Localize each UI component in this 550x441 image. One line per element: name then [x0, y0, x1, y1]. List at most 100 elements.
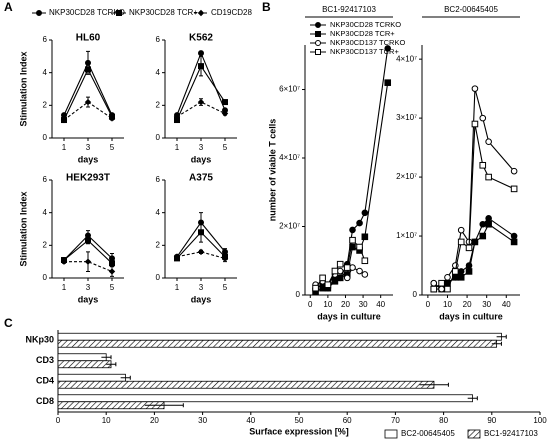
- marker: [349, 226, 356, 234]
- marker: [221, 110, 229, 117]
- marker: [108, 268, 116, 275]
- marker: [384, 79, 392, 86]
- legend-label: BC1-92417103: [484, 429, 538, 438]
- series-line: [315, 82, 389, 293]
- bar: [57, 394, 473, 403]
- x-tick-label: 70: [391, 416, 400, 425]
- y-axis-label: number of viable T cells: [267, 119, 277, 222]
- y-tick-label: 4: [43, 68, 48, 77]
- x-tick-label: 5: [223, 283, 228, 292]
- x-tick-label: 10: [443, 300, 452, 309]
- marker: [315, 31, 321, 37]
- x-tick-label: 30: [198, 416, 207, 425]
- panel-label: A: [4, 0, 13, 14]
- error-bar: [120, 375, 131, 380]
- marker: [109, 260, 115, 267]
- marker: [510, 167, 518, 175]
- y-tick-label: 4×10⁷: [279, 153, 300, 162]
- legend-swatch: [467, 429, 481, 439]
- marker: [319, 274, 326, 282]
- x-axis-label: days: [191, 294, 212, 304]
- y-tick-label: 6: [156, 175, 161, 184]
- marker: [198, 50, 204, 57]
- marker: [343, 264, 351, 271]
- error-bar: [144, 403, 184, 408]
- x-tick-label: 5: [110, 143, 115, 152]
- x-tick-label: 20: [463, 300, 472, 309]
- marker: [510, 185, 518, 193]
- x-tick-label: 0: [56, 416, 61, 425]
- marker: [479, 220, 487, 228]
- series-line: [433, 123, 515, 291]
- marker: [336, 267, 344, 275]
- x-tick-label: 1: [175, 143, 180, 152]
- marker: [510, 232, 518, 240]
- marker: [444, 285, 451, 293]
- y-tick-label: 6: [43, 35, 48, 44]
- subplot-title: BC1-92417103: [322, 5, 376, 14]
- x-tick-label: 20: [341, 300, 350, 309]
- marker: [479, 114, 487, 122]
- subplot-title: HEK293T: [66, 173, 110, 184]
- marker: [349, 264, 356, 271]
- subplot-title: HL60: [76, 33, 101, 44]
- x-tick-label: 5: [223, 143, 228, 152]
- x-tick-label: 30: [359, 300, 368, 309]
- panel-label: C: [4, 316, 13, 330]
- y-tick-label: 4×10⁷: [396, 54, 417, 63]
- marker: [384, 45, 392, 52]
- marker: [430, 279, 438, 287]
- x-axis-label: Surface expression [%]: [249, 426, 349, 436]
- series-line: [64, 261, 113, 272]
- marker: [84, 258, 92, 265]
- series-line: [176, 251, 226, 259]
- marker: [479, 161, 487, 169]
- bar: [57, 373, 126, 382]
- marker: [315, 40, 321, 46]
- x-tick-label: 40: [246, 416, 255, 425]
- bar: [57, 380, 435, 389]
- error-bar: [419, 382, 449, 387]
- y-tick-label: 6: [156, 35, 161, 44]
- marker: [457, 226, 465, 234]
- series-line: [63, 68, 113, 121]
- marker: [221, 255, 229, 262]
- x-tick-label: 80: [439, 416, 448, 425]
- y-tick-label: 2×10⁷: [279, 222, 300, 231]
- marker: [471, 85, 479, 92]
- marker: [85, 237, 91, 244]
- y-tick-label: CD4: [36, 376, 54, 386]
- series-line: [176, 101, 226, 118]
- marker: [173, 113, 181, 120]
- y-tick-label: 0: [296, 290, 301, 299]
- y-tick-label: 2: [43, 240, 48, 249]
- x-tick-label: 60: [343, 416, 352, 425]
- marker: [173, 253, 181, 260]
- y-tick-label: 2: [43, 100, 48, 109]
- marker: [438, 279, 445, 287]
- panel-label: B: [262, 0, 271, 14]
- marker: [343, 274, 351, 282]
- marker: [356, 267, 363, 275]
- marker: [319, 284, 326, 292]
- y-tick-label: 0: [43, 273, 48, 282]
- legend-label: NKP30CD28 TCR+: [129, 8, 198, 17]
- marker: [479, 232, 487, 240]
- y-tick-label: 4: [43, 208, 48, 217]
- marker: [336, 260, 344, 268]
- bar: [57, 339, 498, 348]
- marker: [197, 248, 205, 256]
- marker: [361, 233, 369, 241]
- marker: [60, 116, 68, 124]
- marker: [36, 10, 42, 16]
- bar: [57, 353, 107, 362]
- marker: [457, 274, 465, 281]
- x-tick-label: 1: [62, 283, 67, 292]
- y-tick-label: NKp30: [25, 335, 54, 345]
- y-tick-label: 6: [43, 175, 48, 184]
- legend-swatch: [384, 429, 398, 439]
- marker: [438, 285, 445, 293]
- marker: [222, 99, 228, 106]
- marker: [444, 274, 451, 281]
- y-axis-label: Stimulation Index: [18, 51, 28, 126]
